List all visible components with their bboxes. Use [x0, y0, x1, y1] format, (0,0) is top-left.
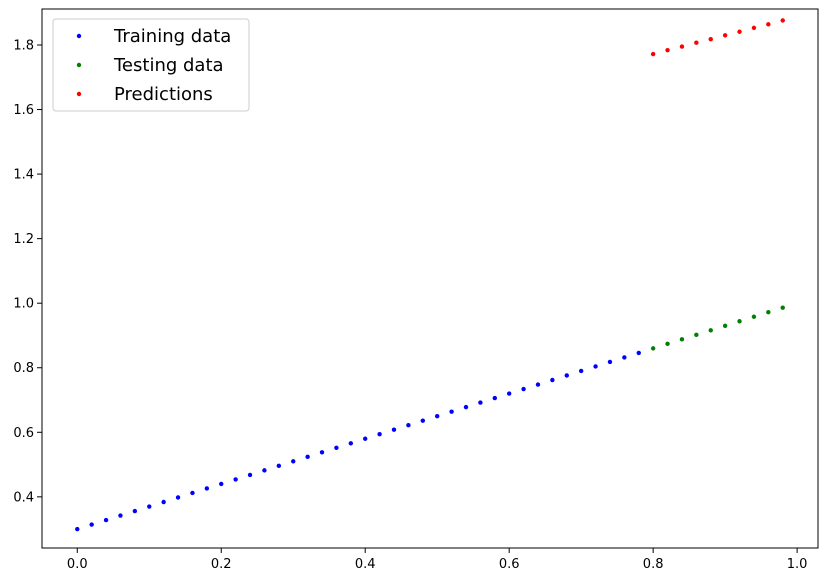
data-point-training — [334, 445, 339, 450]
y-tick-label: 0.6 — [13, 426, 34, 441]
legend-label-training: Training data — [113, 26, 231, 47]
data-point-training — [636, 350, 641, 356]
data-point-training — [420, 418, 425, 423]
x-axis: 0.0 0.2 0.4 0.6 0.8 1.0 — [67, 548, 808, 572]
data-point-training — [219, 481, 224, 487]
data-point-training — [161, 499, 166, 505]
data-point-predictions — [650, 51, 656, 57]
data-point-training — [190, 490, 195, 496]
data-point-training — [363, 436, 368, 441]
data-point-training — [147, 504, 152, 509]
y-axis: 0.4 0.6 0.8 1.0 1.2 1.4 1.6 1.8 — [13, 38, 42, 505]
data-point-training — [319, 450, 325, 455]
data-point-training — [478, 400, 483, 405]
data-point-training — [535, 382, 541, 387]
data-point-predictions — [694, 40, 699, 45]
data-point-predictions — [766, 22, 771, 27]
data-point-testing — [665, 341, 670, 347]
data-point-predictions — [708, 36, 713, 42]
data-point-training — [348, 441, 354, 446]
data-point-testing — [722, 323, 728, 328]
plot-frame — [41, 8, 819, 549]
data-point-predictions — [737, 29, 742, 34]
data-point-training — [132, 508, 138, 514]
data-point-testing — [650, 346, 656, 351]
legend: Training data Testing data Predictions — [52, 18, 250, 112]
data-point-predictions — [722, 33, 728, 38]
data-point-training — [593, 364, 598, 369]
y-tick-label: 1.8 — [13, 38, 34, 53]
legend-label-predictions: Predictions — [114, 84, 213, 105]
data-point-testing — [737, 319, 742, 324]
x-tick-label: 0.8 — [643, 557, 664, 572]
data-point-training — [492, 395, 497, 401]
data-point-training — [276, 463, 282, 469]
y-tick-label: 0.8 — [13, 361, 34, 376]
data-point-testing — [708, 328, 713, 333]
y-tick-label: 1.4 — [13, 168, 34, 183]
y-tick-label: 1.6 — [13, 103, 34, 118]
data-point-training — [521, 386, 526, 392]
data-point-training — [550, 377, 555, 383]
data-point-training — [305, 454, 310, 460]
y-tick-label: 1.0 — [13, 297, 34, 312]
data-point-training — [247, 472, 253, 478]
points-layer — [75, 18, 785, 532]
data-point-training — [175, 495, 181, 500]
legend-marker-predictions — [76, 91, 82, 97]
data-point-testing — [751, 314, 757, 319]
x-tick-label: 0.2 — [211, 557, 232, 572]
data-point-training — [406, 422, 411, 428]
legend-label-testing: Testing data — [113, 55, 224, 76]
x-tick-label: 1.0 — [787, 557, 808, 572]
data-point-training — [377, 432, 382, 437]
legend-marker-testing — [76, 62, 82, 68]
data-point-testing — [679, 337, 685, 342]
x-tick-label: 0.0 — [67, 557, 88, 572]
data-point-testing — [780, 305, 785, 310]
x-tick-label: 0.4 — [355, 557, 376, 572]
data-point-training — [578, 368, 584, 374]
data-point-training — [291, 459, 296, 464]
legend-frame — [52, 18, 250, 112]
data-point-predictions — [751, 25, 757, 31]
data-point-testing — [694, 332, 699, 338]
data-point-predictions — [780, 18, 785, 23]
data-point-training — [435, 413, 440, 419]
data-point-predictions — [665, 47, 670, 53]
x-tick-label: 0.6 — [499, 557, 520, 572]
data-point-training — [391, 427, 397, 432]
data-point-training — [449, 409, 454, 414]
data-point-training — [506, 391, 512, 396]
y-tick-label: 0.4 — [13, 490, 34, 505]
data-point-training — [204, 486, 210, 491]
data-point-training — [463, 404, 469, 410]
data-point-training — [607, 359, 613, 365]
data-point-predictions — [679, 44, 685, 49]
data-point-training — [564, 373, 569, 378]
data-point-training — [75, 526, 80, 532]
y-tick-label: 1.2 — [13, 232, 34, 247]
data-point-training — [103, 517, 109, 523]
data-point-testing — [766, 310, 771, 315]
data-point-training — [262, 468, 267, 473]
data-point-training — [622, 355, 627, 360]
data-point-training — [118, 513, 123, 518]
data-point-training — [89, 522, 94, 527]
legend-marker-training — [76, 33, 82, 39]
data-point-training — [233, 477, 238, 482]
